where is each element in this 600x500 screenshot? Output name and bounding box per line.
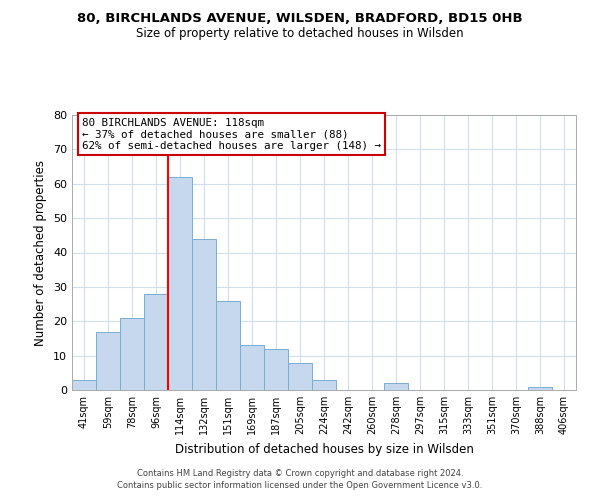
Bar: [168, 177, 192, 390]
Bar: [264, 349, 288, 390]
Bar: [96, 332, 120, 390]
Text: 80, BIRCHLANDS AVENUE, WILSDEN, BRADFORD, BD15 0HB: 80, BIRCHLANDS AVENUE, WILSDEN, BRADFORD…: [77, 12, 523, 26]
Bar: [216, 300, 240, 390]
Text: Contains public sector information licensed under the Open Government Licence v3: Contains public sector information licen…: [118, 481, 482, 490]
Bar: [240, 346, 264, 390]
Bar: [72, 380, 96, 390]
Bar: [528, 386, 552, 390]
Text: Size of property relative to detached houses in Wilsden: Size of property relative to detached ho…: [136, 28, 464, 40]
Text: Contains HM Land Registry data © Crown copyright and database right 2024.: Contains HM Land Registry data © Crown c…: [137, 468, 463, 477]
X-axis label: Distribution of detached houses by size in Wilsden: Distribution of detached houses by size …: [175, 442, 473, 456]
Y-axis label: Number of detached properties: Number of detached properties: [34, 160, 47, 346]
Bar: [120, 318, 144, 390]
Text: 80 BIRCHLANDS AVENUE: 118sqm
← 37% of detached houses are smaller (88)
62% of se: 80 BIRCHLANDS AVENUE: 118sqm ← 37% of de…: [82, 118, 381, 151]
Bar: [312, 380, 336, 390]
Bar: [288, 362, 312, 390]
Bar: [384, 383, 408, 390]
Bar: [192, 239, 216, 390]
Bar: [144, 294, 168, 390]
